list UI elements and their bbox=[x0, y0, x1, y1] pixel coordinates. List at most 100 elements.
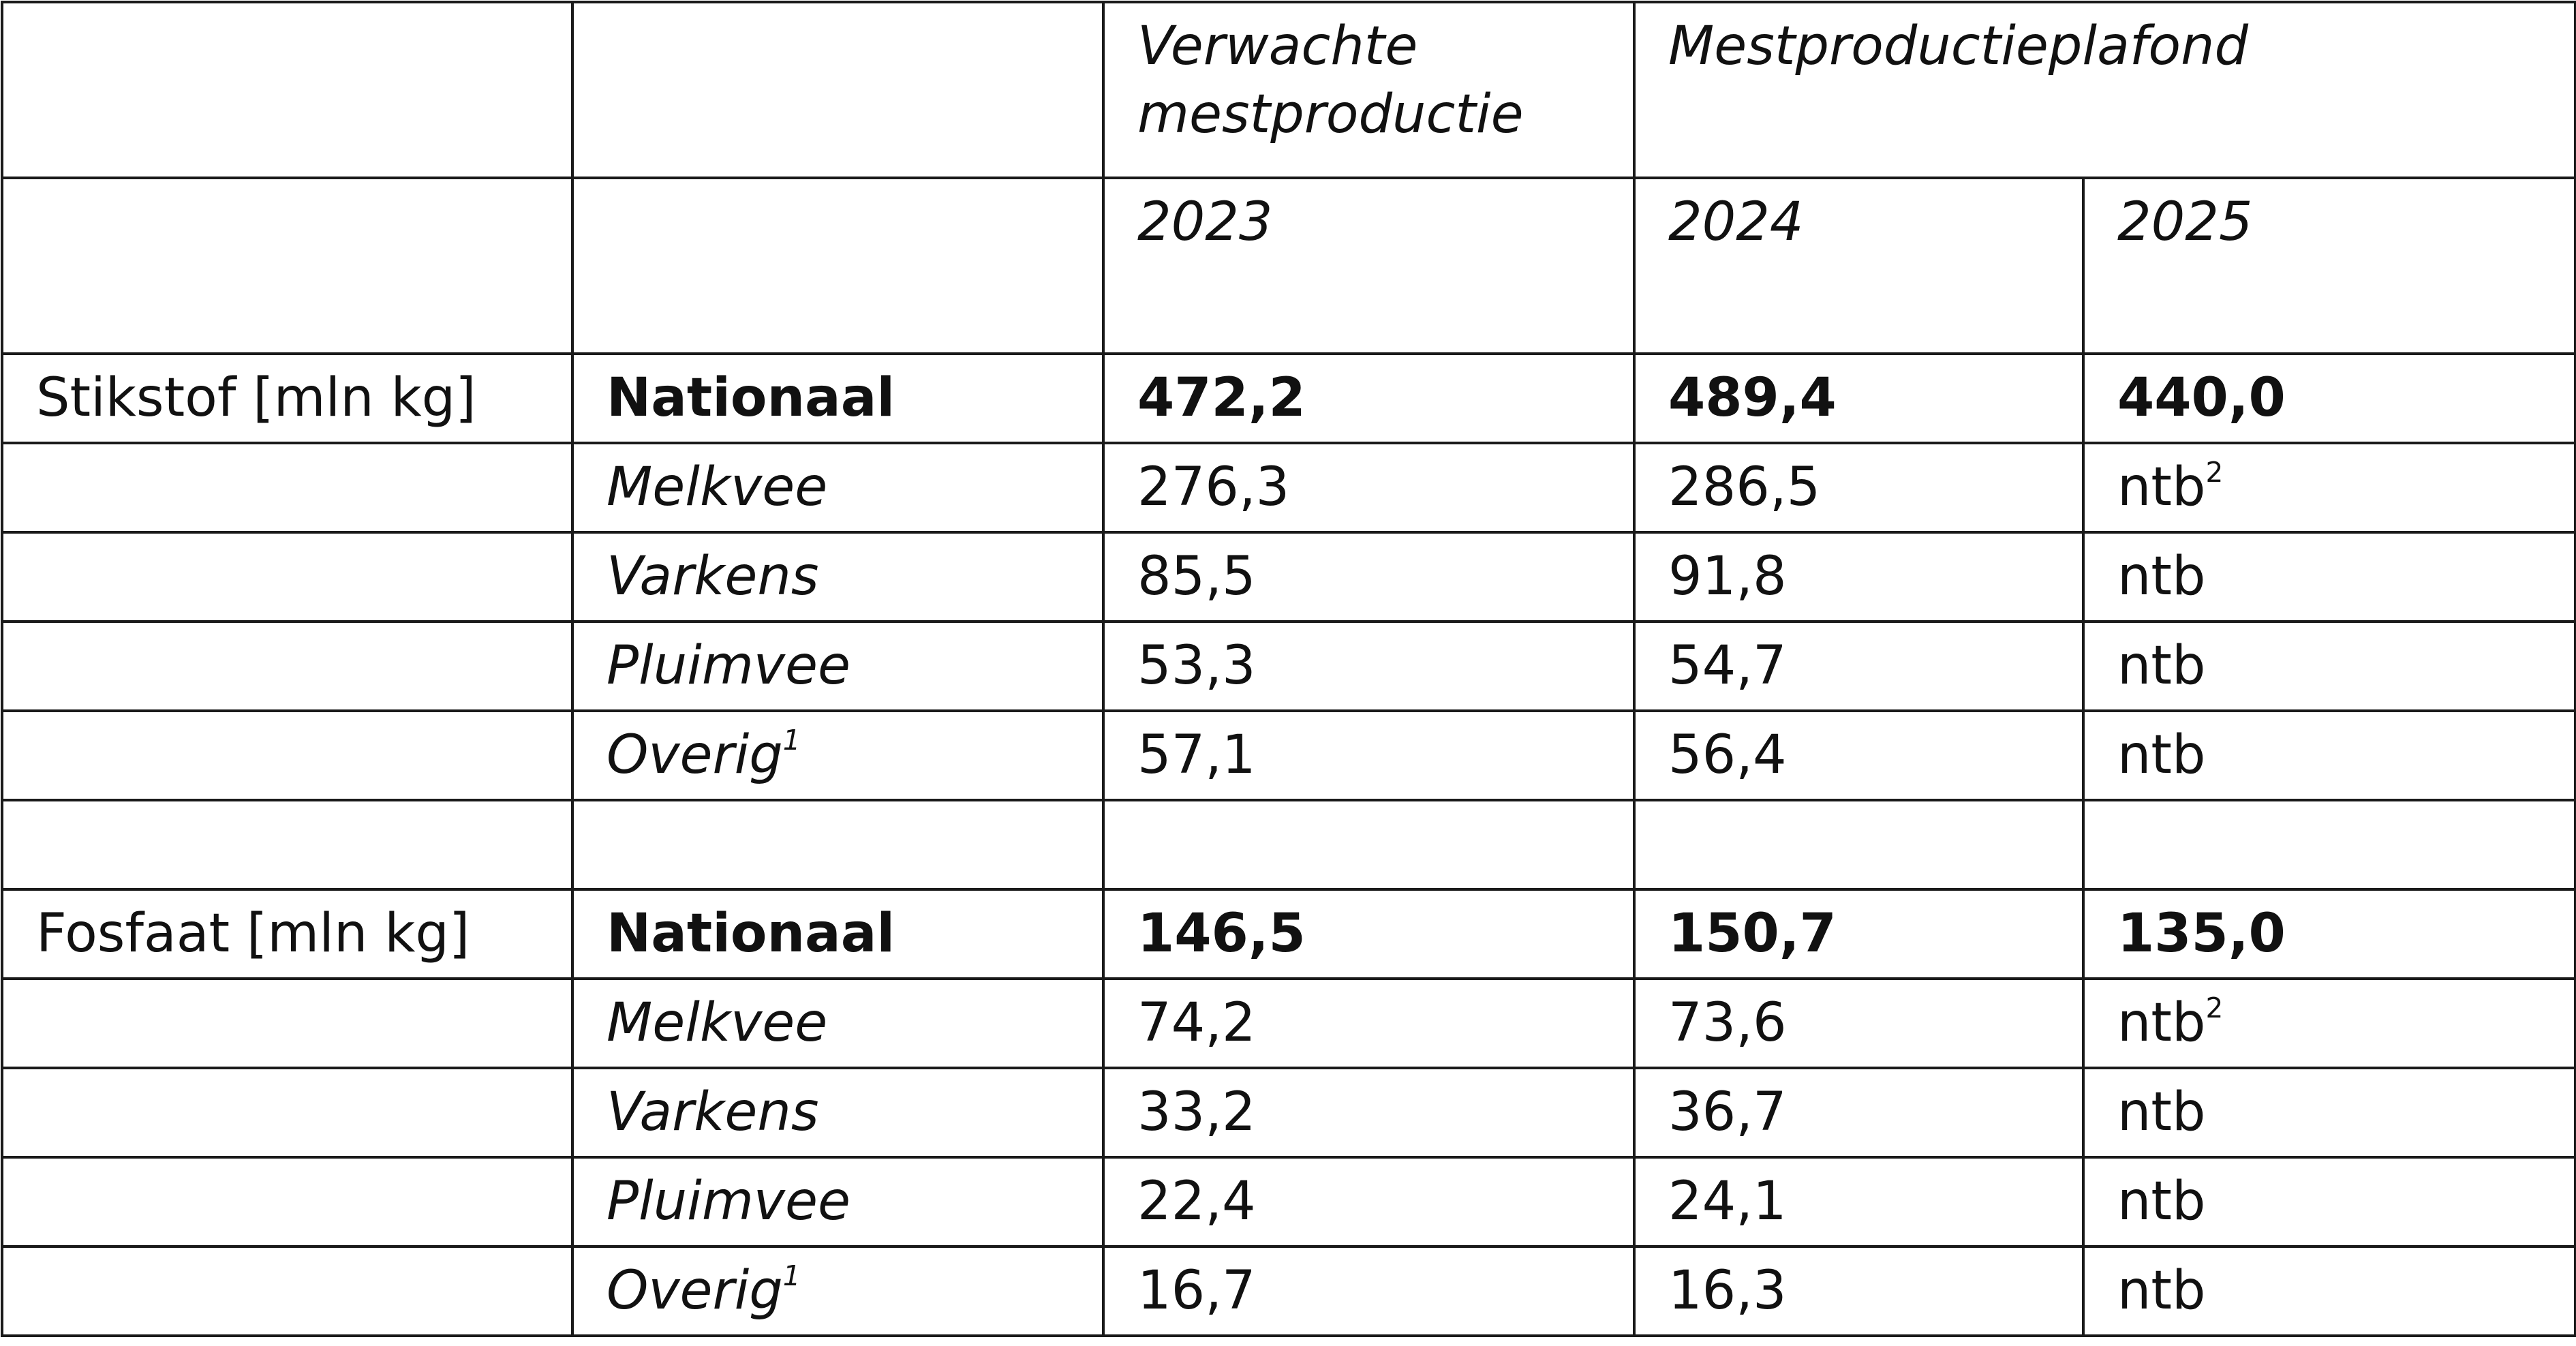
value-2023-cell-text: 74,2 bbox=[1137, 992, 1256, 1054]
value-2023-cell-text: 146,5 bbox=[1137, 903, 1306, 964]
table-row: Fosfaat [mln kg] Nationaal 146,5 150,7 135,0 bbox=[1, 888, 2576, 980]
category-cell-text: Pluimvee bbox=[607, 1171, 850, 1232]
category-cell-text: Overig bbox=[607, 724, 783, 786]
footnote-marker: 2 bbox=[2205, 455, 2224, 489]
value-2025-cell: ntb bbox=[2082, 1067, 2576, 1159]
value-2024-cell: 56,4 bbox=[1633, 709, 2085, 801]
value-2023-cell: 472,2 bbox=[1102, 352, 1636, 444]
value-2024-cell: 286,5 bbox=[1633, 442, 2085, 534]
header-mestproductieplafond: Mestproductieplafond bbox=[1633, 1, 2576, 179]
value-2024-cell: 54,7 bbox=[1633, 620, 2085, 712]
header-verwachte-line1: Verwachte bbox=[1137, 16, 1418, 77]
value-2023-cell: 16,7 bbox=[1102, 1245, 1636, 1337]
category-cell: Pluimvee bbox=[571, 620, 1105, 712]
value-2023-cell: 74,2 bbox=[1102, 977, 1636, 1069]
category-cell: Varkens bbox=[571, 1067, 1105, 1159]
category-cell-text: Pluimvee bbox=[607, 635, 850, 697]
value-2023-cell: 22,4 bbox=[1102, 1156, 1636, 1248]
header-row-1: Verwachte mestproductie Mestproductieplaf… bbox=[1, 1, 2576, 179]
header-empty-cell bbox=[1, 177, 574, 355]
value-2024-cell: 73,6 bbox=[1633, 977, 2085, 1069]
value-2025-cell-text: ntb bbox=[2117, 1260, 2206, 1321]
value-2025-cell-text: 135,0 bbox=[2117, 903, 2286, 964]
value-2024-cell: 36,7 bbox=[1633, 1067, 2085, 1159]
value-2024-cell: 150,7 bbox=[1633, 888, 2085, 980]
category-cell: Overig1 bbox=[571, 1245, 1105, 1337]
value-2024-cell-text: 150,7 bbox=[1668, 903, 1837, 964]
category-cell-text: Melkvee bbox=[607, 992, 828, 1054]
empty-cell bbox=[1, 1156, 574, 1248]
category-cell-text: Varkens bbox=[607, 1082, 819, 1143]
empty-cell bbox=[1, 977, 574, 1069]
value-2025-cell: ntb bbox=[2082, 620, 2576, 712]
value-2025-cell-text: ntb bbox=[2117, 724, 2206, 786]
value-2024-cell: 489,4 bbox=[1633, 352, 2085, 444]
value-2025-cell-text: 440,0 bbox=[2117, 367, 2286, 429]
value-2024-cell-text: 73,6 bbox=[1668, 992, 1787, 1054]
empty-cell bbox=[1, 1067, 574, 1159]
value-2023-cell: 85,5 bbox=[1102, 531, 1636, 623]
value-2024-cell: 16,3 bbox=[1633, 1245, 2085, 1337]
value-2025-cell: ntb bbox=[2082, 1245, 2576, 1337]
value-2025-cell: ntb2 bbox=[2082, 442, 2576, 534]
table-row: Pluimvee 22,4 24,1 ntb bbox=[1, 1156, 2576, 1248]
value-2025-cell-text: ntb bbox=[2117, 635, 2206, 697]
section-label-text: Stikstof [mln kg] bbox=[36, 367, 476, 429]
value-2023-cell: 146,5 bbox=[1102, 888, 1636, 980]
category-cell: Varkens bbox=[571, 531, 1105, 623]
value-2023-cell-text: 53,3 bbox=[1137, 635, 1256, 697]
table-row: Melkvee 276,3 286,5 ntb2 bbox=[1, 442, 2576, 534]
footnote-marker: 2 bbox=[2205, 991, 2224, 1024]
empty-cell bbox=[1, 531, 574, 623]
value-2023-cell: 276,3 bbox=[1102, 442, 1636, 534]
category-cell-text: Melkvee bbox=[607, 457, 828, 518]
header-year-2025: 2025 bbox=[2082, 177, 2576, 355]
category-cell-text: Nationaal bbox=[607, 367, 895, 429]
header-empty-cell bbox=[571, 1, 1105, 179]
value-2025-cell: ntb bbox=[2082, 709, 2576, 801]
value-2025-cell: ntb2 bbox=[2082, 977, 2576, 1069]
category-cell: Overig1 bbox=[571, 709, 1105, 801]
empty-cell bbox=[1, 442, 574, 534]
value-2024-cell-text: 489,4 bbox=[1668, 367, 1837, 429]
value-2023-cell-text: 33,2 bbox=[1137, 1082, 1256, 1143]
category-cell: Pluimvee bbox=[571, 1156, 1105, 1248]
value-2024-cell-text: 91,8 bbox=[1668, 546, 1787, 607]
value-2023-cell-text: 57,1 bbox=[1137, 724, 1256, 786]
value-2023-cell-text: 276,3 bbox=[1137, 457, 1290, 518]
empty-cell bbox=[1, 620, 574, 712]
empty-cell bbox=[1, 709, 574, 801]
header-verwachte-line2: mestproductie bbox=[1137, 83, 1524, 145]
footnote-marker: 1 bbox=[782, 723, 801, 756]
header-empty-cell bbox=[571, 177, 1105, 355]
category-cell: Melkvee bbox=[571, 977, 1105, 1069]
table-row: Varkens 85,5 91,8 ntb bbox=[1, 531, 2576, 623]
table-row: Overig1 16,7 16,3 ntb bbox=[1, 1245, 2576, 1337]
section-label: Stikstof [mln kg] bbox=[1, 352, 574, 444]
footnote-marker: 1 bbox=[782, 1259, 801, 1292]
value-2025-cell: ntb bbox=[2082, 531, 2576, 623]
table-row: Pluimvee 53,3 54,7 ntb bbox=[1, 620, 2576, 712]
value-2023-cell: 33,2 bbox=[1102, 1067, 1636, 1159]
category-cell: Nationaal bbox=[571, 888, 1105, 980]
value-2024-cell-text: 286,5 bbox=[1668, 457, 1821, 518]
value-2024-cell-text: 54,7 bbox=[1668, 635, 1787, 697]
table-row: Varkens 33,2 36,7 ntb bbox=[1, 1067, 2576, 1159]
spacer-cell bbox=[571, 799, 1105, 891]
value-2025-cell-text: ntb bbox=[2117, 1082, 2206, 1143]
value-2023-cell: 53,3 bbox=[1102, 620, 1636, 712]
value-2024-cell-text: 56,4 bbox=[1668, 724, 1787, 786]
value-2023-cell-text: 472,2 bbox=[1137, 367, 1306, 429]
value-2025-cell-text: ntb bbox=[2117, 457, 2206, 518]
value-2023-cell-text: 16,7 bbox=[1137, 1260, 1256, 1321]
category-cell-text: Nationaal bbox=[607, 903, 895, 964]
category-cell: Nationaal bbox=[571, 352, 1105, 444]
category-cell-text: Varkens bbox=[607, 546, 819, 607]
value-2023-cell: 57,1 bbox=[1102, 709, 1636, 801]
spacer-cell bbox=[1633, 799, 2085, 891]
value-2024-cell: 24,1 bbox=[1633, 1156, 2085, 1248]
table-row: Stikstof [mln kg] Nationaal 472,2 489,4 440,… bbox=[1, 352, 2576, 444]
spacer-cell bbox=[1, 799, 574, 891]
